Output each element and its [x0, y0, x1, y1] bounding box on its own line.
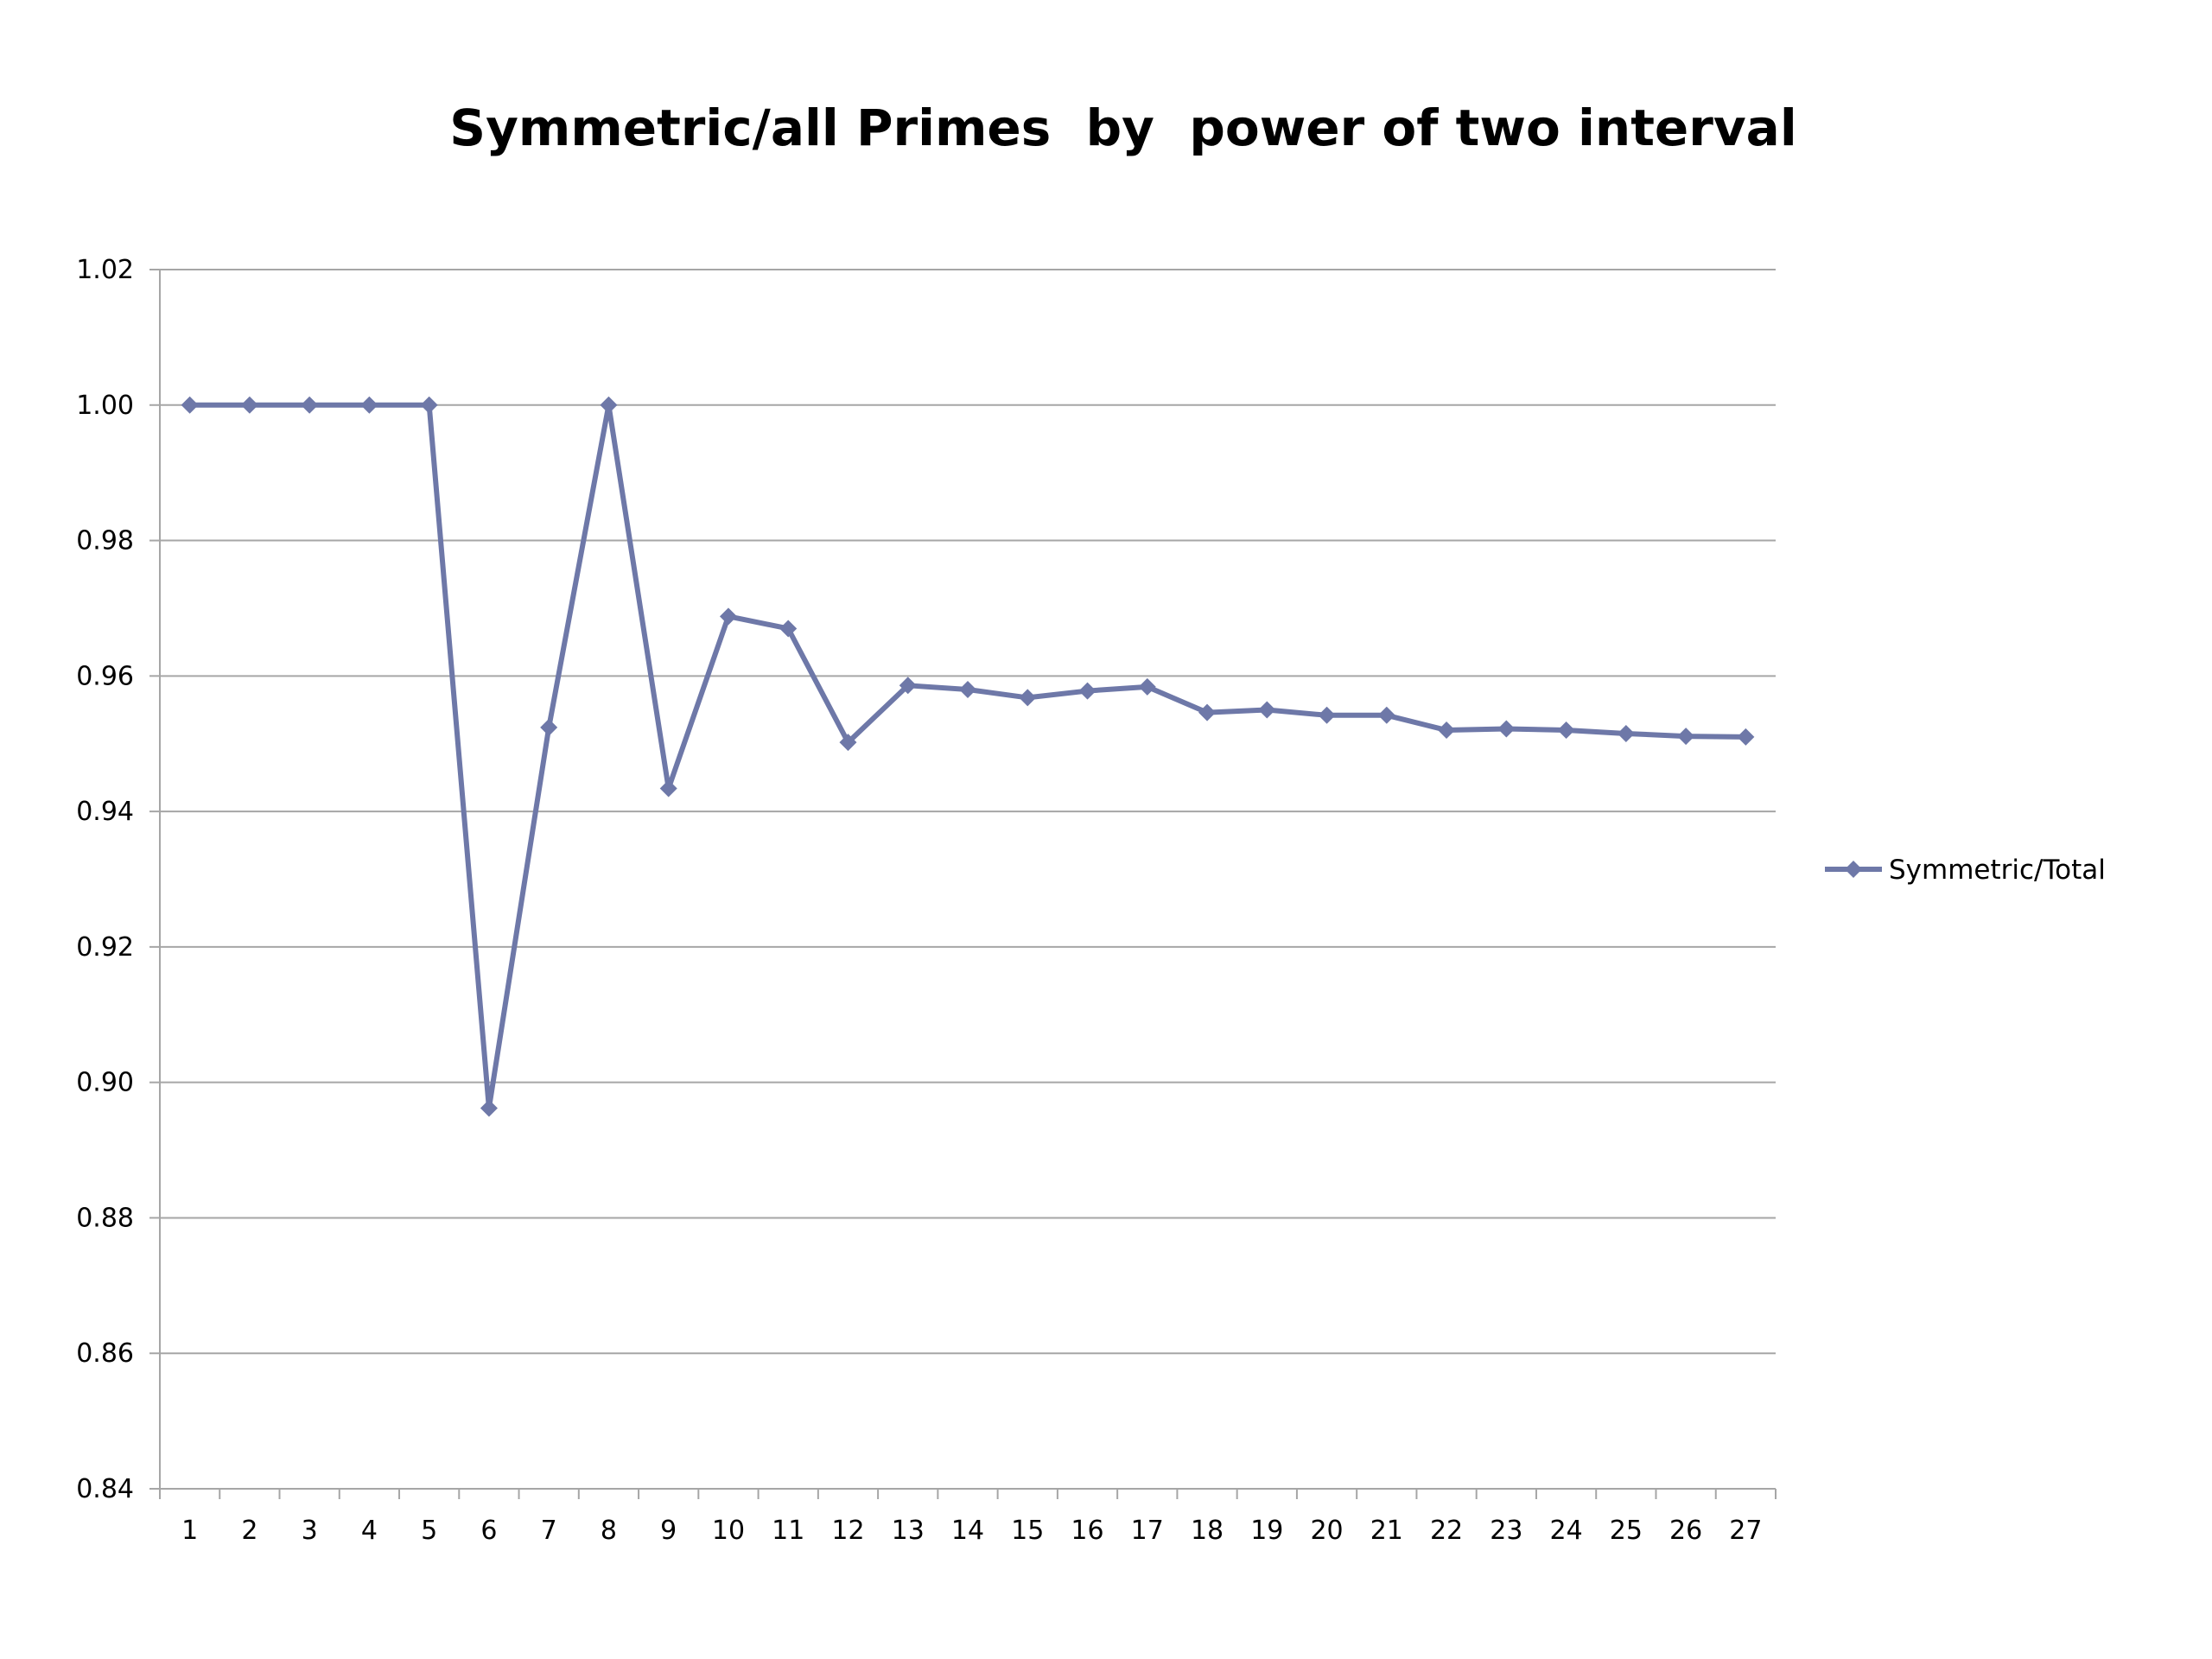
x-tick-label-23: 23 [1490, 1516, 1522, 1546]
data-point-4 [360, 396, 378, 414]
data-point-14 [959, 681, 976, 699]
data-point-8 [600, 396, 618, 414]
y-tick-labels: 0.84 0.86 0.88 0.90 0.92 0.94 0.96 0.98 1.00 1.02 [76, 255, 134, 1504]
gridlines [160, 269, 1776, 1355]
x-tick-label-25: 25 [1610, 1516, 1643, 1546]
y-tick-label-0.92: 0.92 [76, 932, 134, 963]
data-point-6 [480, 1099, 498, 1117]
x-tick-label-26: 26 [1669, 1516, 1702, 1546]
legend-swatch-marker [1845, 861, 1862, 878]
x-tick-label-24: 24 [1549, 1516, 1582, 1546]
x-tick-label-16: 16 [1071, 1516, 1103, 1546]
x-tick-label-14: 14 [951, 1516, 984, 1546]
x-tick-label-12: 12 [831, 1516, 864, 1546]
x-tick-label-8: 8 [601, 1516, 617, 1546]
data-point-20 [1318, 706, 1336, 724]
data-point-18 [1198, 703, 1217, 721]
x-tick-label-11: 11 [772, 1516, 804, 1546]
x-tick-label-21: 21 [1370, 1516, 1403, 1546]
y-tick-label-0.96: 0.96 [76, 661, 134, 691]
x-tick-label-19: 19 [1250, 1516, 1283, 1546]
x-tick-label-6: 6 [480, 1516, 497, 1546]
data-point-15 [1019, 689, 1037, 707]
x-tick-label-15: 15 [1011, 1516, 1044, 1546]
data-point-17 [1138, 677, 1156, 696]
y-tick-label-0.86: 0.86 [76, 1338, 134, 1369]
y-tick-label-0.88: 0.88 [76, 1203, 134, 1233]
y-tick-label-0.90: 0.90 [76, 1068, 134, 1098]
data-point-23 [1497, 720, 1516, 738]
data-point-19 [1258, 701, 1276, 719]
data-point-10 [719, 607, 737, 626]
data-point-13 [899, 677, 917, 695]
x-tick-label-5: 5 [421, 1516, 437, 1546]
data-point-22 [1438, 721, 1456, 740]
data-point-11 [779, 620, 798, 638]
x-tick-label-3: 3 [302, 1516, 318, 1546]
legend: Symmetric/Total [1825, 855, 2106, 886]
data-point-2 [240, 396, 258, 414]
x-tick-label-27: 27 [1729, 1516, 1762, 1546]
y-tick-label-0.98: 0.98 [76, 526, 134, 556]
x-tick-label-18: 18 [1191, 1516, 1224, 1546]
y-tick-label-0.84: 0.84 [76, 1474, 134, 1504]
data-point-16 [1078, 682, 1096, 700]
data-point-9 [659, 779, 677, 798]
x-tick-label-7: 7 [541, 1516, 557, 1546]
data-point-26 [1677, 728, 1695, 746]
series-line-symmetric-total [187, 402, 1749, 1111]
x-tick-label-4: 4 [361, 1516, 378, 1546]
data-point-27 [1737, 728, 1755, 746]
y-tick-label-0.94: 0.94 [76, 797, 134, 827]
y-tick-label-1.00: 1.00 [76, 391, 134, 421]
data-point-24 [1557, 721, 1575, 740]
chart-title: Symmetric/all Primes by power of two int… [449, 99, 1796, 157]
legend-label-symmetric-total: Symmetric/Total [1889, 855, 2106, 886]
data-point-25 [1617, 724, 1635, 742]
data-point-1 [181, 396, 199, 414]
x-tick-label-2: 2 [241, 1516, 257, 1546]
y-tick-label-1.02: 1.02 [76, 255, 134, 285]
x-tick-label-20: 20 [1310, 1516, 1343, 1546]
data-point-3 [301, 396, 319, 414]
x-tick-label-1: 1 [181, 1516, 198, 1546]
x-tick-labels: 1 2 3 4 5 6 7 8 9 10 11 12 13 14 15 16 17 18 19 20 21 22 23 24 2… [181, 1516, 1762, 1546]
x-tick-label-13: 13 [892, 1516, 925, 1546]
data-point-21 [1377, 706, 1395, 724]
x-tick-label-10: 10 [712, 1516, 745, 1546]
series-symmetric-total [181, 396, 1755, 1117]
x-tick-label-9: 9 [660, 1516, 677, 1546]
data-point-7 [540, 718, 558, 736]
x-tick-label-22: 22 [1430, 1516, 1463, 1546]
axes [149, 269, 1777, 1499]
data-point-12 [839, 734, 857, 752]
x-tick-label-17: 17 [1131, 1516, 1164, 1546]
data-point-5 [420, 396, 438, 414]
